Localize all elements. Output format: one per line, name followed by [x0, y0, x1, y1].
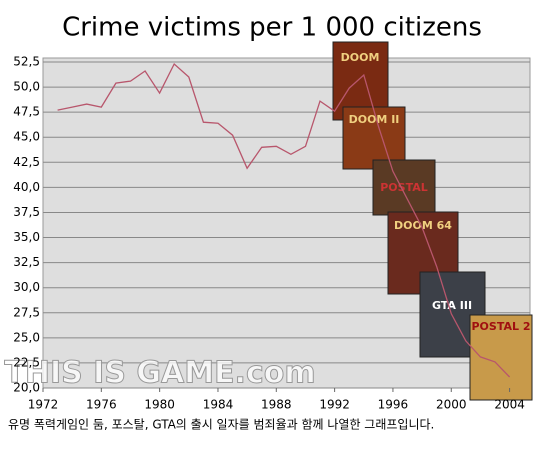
- y-tick-label: 35,0: [13, 230, 40, 244]
- covers: DOOM DOOM II POSTAL DOOM 64 GTA III POST…: [332, 41, 533, 401]
- x-tick-label: 2004: [494, 398, 525, 412]
- y-tick-label: 50,0: [13, 80, 40, 94]
- watermark: THIS IS GAME.com: [4, 356, 315, 391]
- cover-title: POSTAL: [380, 181, 428, 194]
- y-tick-label: 42,5: [13, 155, 40, 169]
- cover: [372, 159, 436, 216]
- cover-title: POSTAL 2: [472, 320, 531, 333]
- cover-title: DOOM 64: [394, 219, 452, 232]
- cover-title: DOOM II: [349, 113, 400, 126]
- x-tick-label: 1992: [319, 398, 350, 412]
- y-tick-label: 30,0: [13, 280, 40, 294]
- x-tick-label: 1976: [86, 398, 117, 412]
- x-tick-label: 1996: [378, 398, 409, 412]
- lines: [57, 62, 511, 378]
- y-tick-label: 47,5: [13, 105, 40, 119]
- y-tick-label: 27,5: [13, 305, 40, 319]
- y-tick-label: 25,0: [13, 330, 40, 344]
- chart-title: Crime victims per 1 000 citizens: [62, 13, 482, 43]
- series-line: [57, 62, 511, 378]
- y-tick-label: 45,0: [13, 130, 40, 144]
- cover-title: DOOM: [341, 51, 380, 64]
- x-tick-label: 1984: [203, 398, 234, 412]
- x-tick-label: 1980: [144, 398, 175, 412]
- cover-title: GTA III: [432, 299, 472, 312]
- y-tick-label: 52,5: [13, 55, 40, 69]
- cover: [342, 106, 406, 170]
- x-tick-label: 1972: [28, 398, 59, 412]
- y-tick-label: 40,0: [13, 180, 40, 194]
- caption: 유명 폭력게임인 둠, 포스탈, GTA의 출시 일자를 범죄율과 함께 나열한…: [8, 418, 434, 432]
- x-tick-label: 2000: [436, 398, 467, 412]
- x-tick-label: 1988: [261, 398, 292, 412]
- y-tick-label: 32,5: [13, 255, 40, 269]
- y-tick-label: 20,0: [13, 381, 40, 395]
- y-tick-label: 37,5: [13, 205, 40, 219]
- y-tick-label: 22,5: [13, 355, 40, 369]
